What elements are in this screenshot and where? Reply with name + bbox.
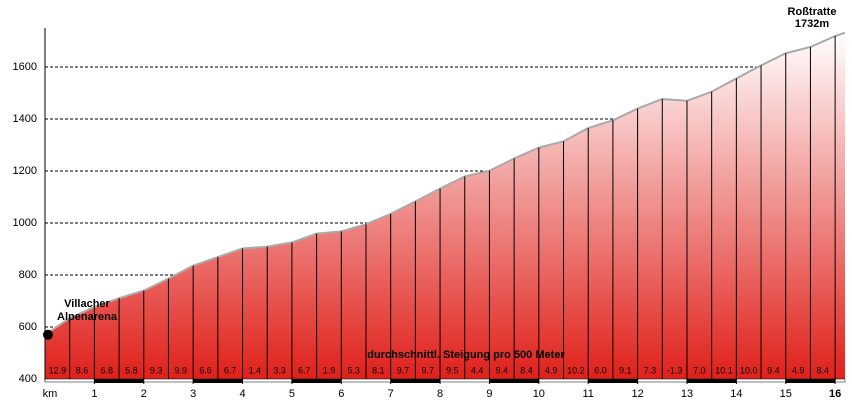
km-band [489,379,539,383]
gradient-label: 5.8 [125,365,138,375]
x-tick-label: 12 [631,388,643,400]
x-tick-label: 7 [388,388,394,400]
x-tick-label: 4 [239,388,245,400]
gradient-label: 9.1 [619,365,632,375]
x-tick-label: 8 [437,388,443,400]
gradient-label: 3.3 [273,365,286,375]
gradient-label: 8.4 [520,365,533,375]
gradient-caption: durchschnittl. Steigung pro 500 Meter [367,349,565,361]
gradient-label: 12.9 [49,365,67,375]
x-unit: km [43,388,58,400]
x-tick-label: 15 [780,388,792,400]
km-band [686,379,737,383]
gradient-label: 1.9 [323,365,336,375]
start-point [43,329,53,340]
km-band [390,379,441,383]
gradient-label: 8.6 [76,365,89,375]
x-tick-label: 6 [338,388,344,400]
x-tick-label: 10 [533,388,545,400]
gradient-label: 8.4 [817,365,830,375]
km-band [94,379,144,383]
gradient-label: 6.6 [199,365,212,375]
gradient-label: 9.7 [421,365,434,375]
km-band [193,379,243,383]
gradient-label: 10.1 [715,365,733,375]
gradient-label: 4.9 [792,365,805,375]
x-axis-bar [44,378,846,383]
elevation-area [45,32,845,380]
gradient-label: 9.7 [397,365,410,375]
y-tick-label: 800 [19,269,37,281]
x-tick-label: 14 [730,388,742,400]
end-label: 1732m [795,18,829,30]
y-tick-label: 1200 [13,165,37,177]
x-tick-label: 2 [141,388,147,400]
gradient-label: 4.9 [545,365,558,375]
gradient-label: 7.3 [644,365,657,375]
y-tick-label: 600 [19,321,37,333]
x-tick-label: 3 [190,388,196,400]
gradient-label: 9.3 [150,365,163,375]
gradient-label: 9.4 [496,365,509,375]
gradient-label: 7.0 [693,365,706,375]
x-tick-label: 16 [829,388,841,400]
x-tick-label: 9 [486,388,492,400]
gradient-label: 9.4 [767,365,780,375]
gradient-label: 4.4 [471,365,484,375]
gradient-label: 10.0 [740,365,758,375]
elevation-line [44,31,846,336]
x-tick-label: 1 [91,388,97,400]
start-label: Villacher [64,298,110,310]
gradient-label: 9.5 [446,365,459,375]
gradient-label: 6.0 [594,365,607,375]
gradient-label: 8.1 [372,365,385,375]
y-tick-label: 1400 [13,113,37,125]
gradient-label: 5.3 [347,365,360,375]
x-tick-label: 11 [582,388,593,400]
km-band [588,379,638,383]
gradient-label: 6.7 [224,365,237,375]
gradient-label: 9.9 [175,365,188,375]
y-tick-label: 400 [19,373,37,385]
km-band [291,379,342,383]
y-tick-label: 1600 [13,61,37,73]
x-tick-label: 5 [289,388,295,400]
y-tick-label: 1000 [13,217,37,229]
end-label: Roßtratte [788,6,837,18]
gradient-label: 10.2 [567,365,585,375]
gradient-label: 1.4 [249,365,262,375]
gradient-label: -1.3 [667,365,683,375]
km-band [785,379,836,383]
gradient-label: 6.8 [100,365,113,375]
gradient-label: 6.7 [298,365,311,375]
x-tick-label: 13 [681,388,693,400]
start-label: Alpenarena [57,311,118,323]
